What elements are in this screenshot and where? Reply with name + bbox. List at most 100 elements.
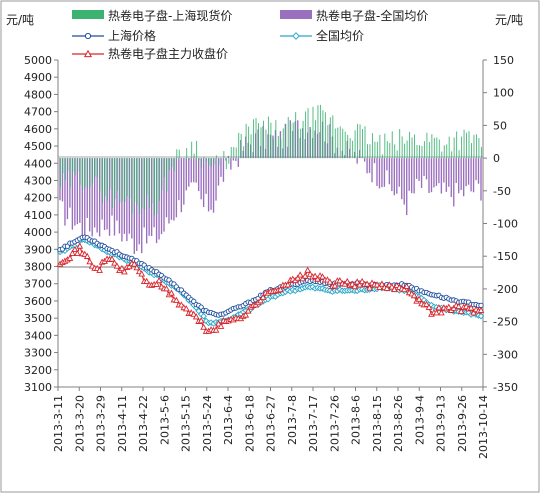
bar-shanghai — [77, 158, 79, 172]
bar-shanghai — [109, 158, 111, 190]
bar-national — [84, 158, 86, 240]
bar-shanghai — [480, 146, 482, 159]
x-tick-label: 2013-6-27 — [265, 395, 278, 452]
bar-shanghai — [344, 131, 346, 159]
bar-shanghai — [438, 139, 440, 159]
right-tick-label: 0 — [493, 152, 500, 165]
right-tick-label: -300 — [493, 348, 518, 361]
main-line-point — [403, 282, 411, 289]
bar-shanghai — [406, 140, 408, 159]
bar-shanghai — [426, 132, 428, 159]
bar-shanghai — [84, 158, 86, 187]
bar-shanghai — [141, 158, 143, 209]
bar-shanghai — [235, 147, 237, 159]
bar-shanghai — [146, 158, 148, 195]
bar-shanghai — [99, 158, 101, 192]
bar-national — [108, 158, 111, 236]
bar-shanghai — [201, 158, 203, 168]
x-tick-label: 2013-9-26 — [456, 395, 469, 452]
bar-national — [356, 158, 358, 164]
bar-shanghai — [448, 136, 450, 159]
bar-shanghai — [131, 158, 133, 214]
bar-national — [220, 158, 222, 177]
left-tick-label: 3300 — [24, 347, 52, 360]
bar-shanghai — [471, 143, 472, 159]
bar-national — [178, 158, 180, 201]
bar-shanghai — [240, 133, 242, 159]
main-line-point — [277, 285, 284, 293]
bar-national — [197, 158, 200, 192]
bar-national — [74, 158, 76, 226]
bar-national — [366, 158, 368, 174]
main-line-point — [348, 280, 356, 287]
bar-shanghai — [72, 158, 74, 172]
bar-national — [91, 158, 93, 237]
bar-shanghai — [277, 135, 279, 159]
bar-shanghai — [176, 149, 178, 159]
main-line-point — [378, 280, 386, 287]
legend-label-bar-national: 热卷电子盘-全国均价 — [316, 8, 428, 23]
main-line-point — [438, 309, 445, 316]
right-tick-label: 150 — [493, 54, 514, 67]
main-line-point — [118, 264, 126, 272]
bar-shanghai — [102, 158, 103, 204]
bar-national — [215, 158, 217, 201]
bar-national — [425, 158, 428, 180]
x-tick-label: 2013-6-4 — [222, 395, 235, 445]
main-line-point — [83, 252, 91, 259]
bar-shanghai — [300, 128, 302, 159]
bar-shanghai — [87, 158, 89, 189]
main-line-point — [108, 255, 116, 262]
bar-national — [418, 158, 420, 181]
bar-shanghai — [218, 158, 220, 166]
legend-marker-shanghai — [84, 32, 92, 40]
bar-national — [472, 158, 475, 193]
bar-shanghai — [79, 158, 81, 185]
bar-shanghai — [250, 134, 252, 159]
main-line-point — [143, 277, 151, 284]
bar-national — [391, 158, 393, 192]
bar-national — [61, 158, 64, 202]
main-line-point — [173, 296, 180, 303]
bar-shanghai — [181, 158, 183, 159]
bar-national — [410, 158, 413, 194]
bar-shanghai — [67, 158, 69, 172]
main-line-point — [455, 302, 463, 310]
bar-shanghai — [468, 131, 470, 159]
bar-shanghai — [366, 144, 368, 159]
bar-shanghai — [364, 126, 366, 159]
bar-shanghai — [267, 116, 269, 159]
bar-shanghai — [389, 142, 391, 159]
bar-national — [217, 158, 220, 186]
bar-shanghai — [253, 119, 255, 159]
bar-shanghai — [391, 131, 393, 159]
bar-shanghai — [82, 158, 84, 190]
bar-shanghai — [329, 117, 331, 159]
main-line-point — [192, 313, 200, 320]
main-line-point — [457, 307, 465, 315]
bar-national — [450, 158, 452, 197]
bar-national — [423, 158, 425, 176]
main-line-point — [111, 259, 118, 266]
bar-shanghai — [89, 158, 91, 187]
national-line-point — [477, 312, 485, 320]
bar-national — [383, 158, 386, 187]
bar-national — [381, 158, 383, 188]
bar-national — [76, 158, 79, 225]
bar-shanghai — [409, 131, 411, 159]
bar-shanghai — [193, 153, 195, 159]
x-tick-label: 2013-7-17 — [307, 395, 320, 452]
bar-national — [193, 158, 195, 183]
bar-national — [183, 158, 185, 205]
main-line-point — [301, 272, 309, 279]
bar-shanghai — [423, 141, 425, 159]
bar-shanghai — [116, 158, 118, 191]
bar-national — [202, 158, 205, 208]
bar-shanghai — [431, 134, 433, 159]
main-line-point — [86, 258, 94, 265]
bar-national — [235, 158, 237, 161]
bar-national — [98, 158, 101, 237]
legend-swatch-bar-national — [280, 10, 312, 19]
main-line-point — [425, 303, 433, 310]
main-line-point — [125, 262, 133, 270]
